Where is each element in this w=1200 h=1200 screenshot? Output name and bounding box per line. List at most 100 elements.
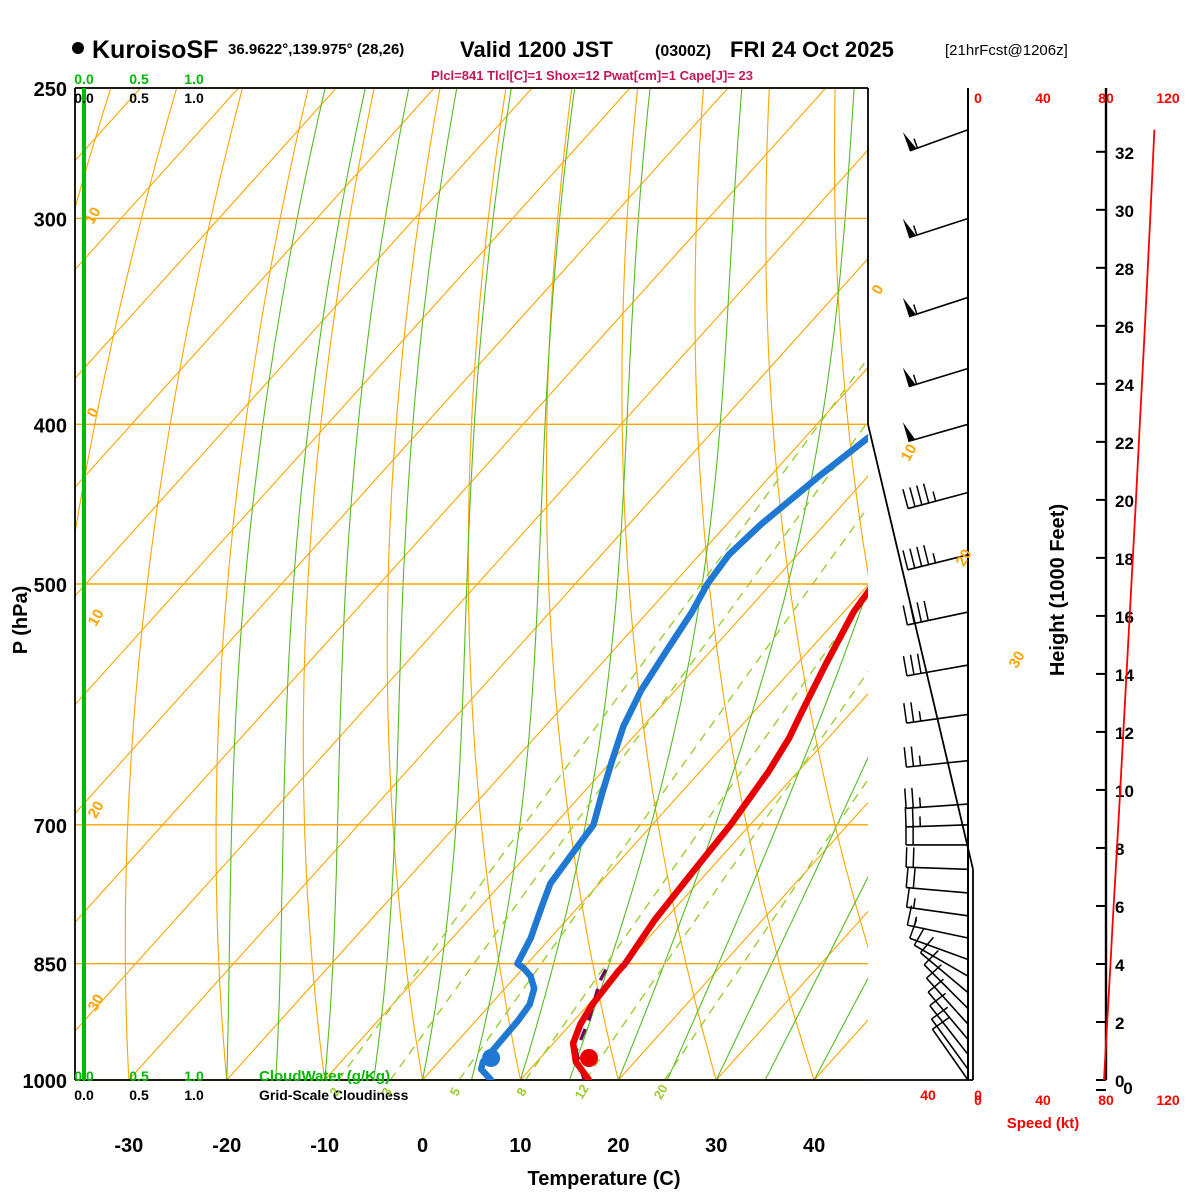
barb-full — [929, 992, 947, 1007]
cloudwater-tick-bottom: 0.0 — [74, 1068, 94, 1084]
wind-barb — [902, 367, 969, 388]
temperature-tick-label: 20 — [607, 1135, 629, 1157]
dry-adiabat — [967, 82, 1200, 1080]
dry-adiabat — [765, 88, 868, 949]
dry-adiabat-label: 0 — [84, 405, 103, 421]
barb-shaft — [908, 296, 969, 318]
wind-barb — [913, 927, 969, 977]
barb-full — [915, 485, 923, 506]
isotherm — [75, 88, 239, 271]
mixing-ratio-label: 12 — [571, 1082, 591, 1102]
cloudiness-tick-bottom: 0.0 — [74, 1087, 94, 1103]
dry-adiabat-label: 10 — [82, 204, 105, 227]
height-tick-label: 24 — [1115, 376, 1134, 395]
grid-clip — [75, 82, 1200, 1080]
wind-barb — [923, 950, 969, 1010]
isotherm — [75, 88, 337, 380]
moist-adiabat-lines — [226, 88, 868, 1080]
frame-right-slant — [867, 424, 974, 870]
temperature-profile — [569, 586, 868, 1080]
barb-shaft — [907, 924, 969, 939]
temperature-tick-label: 10 — [509, 1135, 531, 1157]
barb-shaft — [907, 611, 969, 626]
height-tick-label: 10 — [1115, 782, 1134, 801]
barb-shaft — [930, 1018, 969, 1070]
cloudiness-tick-top: 1.0 — [184, 90, 204, 106]
isotherm — [715, 910, 868, 1080]
barb-shaft — [906, 803, 969, 810]
dry-adiabat-lines — [75, 82, 1200, 1080]
profile-curves — [477, 433, 868, 1080]
dewpoint-profile — [477, 433, 868, 1080]
pressure-tick-label: 850 — [34, 955, 67, 977]
height-tick-label: 18 — [1115, 550, 1134, 569]
barb-full — [923, 950, 939, 966]
dry-adiabat-label: 30 — [1006, 648, 1029, 671]
mixing-ratio-line — [389, 420, 868, 1080]
height-tick-label: 20 — [1115, 492, 1134, 511]
moist-adiabat — [813, 977, 868, 1080]
barb-pennant — [902, 132, 917, 151]
temperature-tick-label: 0 — [417, 1135, 428, 1157]
barb-shaft — [906, 823, 969, 828]
barb-full — [903, 747, 908, 768]
barb-full — [916, 653, 922, 674]
height-tick-label: 0 — [1115, 1072, 1124, 1091]
barb-half — [932, 491, 937, 502]
inbox-speed-tick-40: 40 — [920, 1087, 936, 1103]
wind-barb — [919, 936, 969, 994]
speed-tick-bottom: 0 — [974, 1092, 982, 1108]
wind-barb — [931, 1017, 969, 1081]
surface-markers — [482, 1049, 598, 1067]
dry-adiabat — [75, 88, 178, 537]
mixing-ratio-lines — [337, 357, 868, 1080]
cloudiness-tick-bottom: 0.5 — [129, 1087, 149, 1103]
surface-dewpoint — [482, 1049, 501, 1067]
wind-barb — [903, 746, 969, 768]
barb-full — [911, 787, 915, 808]
barb-full — [906, 905, 913, 926]
barb-half — [918, 797, 922, 808]
height-tick-label: 12 — [1115, 724, 1134, 743]
dry-adiabat — [215, 88, 309, 1080]
station-dot — [72, 42, 84, 54]
temperature-tick-label: 40 — [803, 1135, 825, 1157]
mixing-ratio-line — [337, 357, 868, 1080]
barb-shaft — [908, 367, 969, 388]
wind-barb — [905, 867, 969, 894]
pressure-tick-label: 700 — [34, 816, 67, 838]
dry-adiabat — [694, 88, 815, 1080]
cloudiness-tick-bottom: 1.0 — [184, 1087, 204, 1103]
dry-adiabat — [621, 88, 717, 1080]
moist-adiabat — [568, 88, 743, 1080]
station-coords: 36.9622°,139.975° (28,26) — [228, 41, 404, 58]
wind-barb — [902, 653, 969, 677]
barb-shaft — [908, 423, 969, 443]
barb-full — [903, 703, 908, 724]
cloudwater-tick-top: 0.5 — [129, 71, 149, 87]
barb-full — [916, 546, 923, 567]
wind-barb — [902, 545, 969, 571]
moist-adiabat — [519, 88, 651, 1080]
barb-half — [913, 304, 918, 315]
height-axis-label: Height (1000 Feet) — [1047, 504, 1069, 676]
dry-adiabat — [467, 88, 522, 1080]
mixing-ratio-line — [458, 506, 868, 1080]
dry-adiabat — [833, 88, 868, 577]
barb-pennant — [902, 422, 916, 442]
height-tick-label: 26 — [1115, 318, 1134, 337]
pressure-axis-label: P (hPa) — [10, 586, 32, 655]
isotherm — [520, 693, 868, 1080]
mixing-ratio-line — [584, 670, 868, 1080]
barb-shaft — [907, 554, 969, 571]
temperature-axis-label: Temperature (C) — [528, 1168, 681, 1190]
dry-adiabat-label: 20 — [85, 798, 108, 821]
isobar-lines — [75, 87, 868, 1081]
temperature-tick-label: 30 — [705, 1135, 727, 1157]
barb-full — [905, 847, 908, 868]
moist-adiabat — [373, 88, 458, 1080]
speed-tick-bottom: 120 — [1156, 1092, 1180, 1108]
barb-full — [902, 656, 908, 676]
